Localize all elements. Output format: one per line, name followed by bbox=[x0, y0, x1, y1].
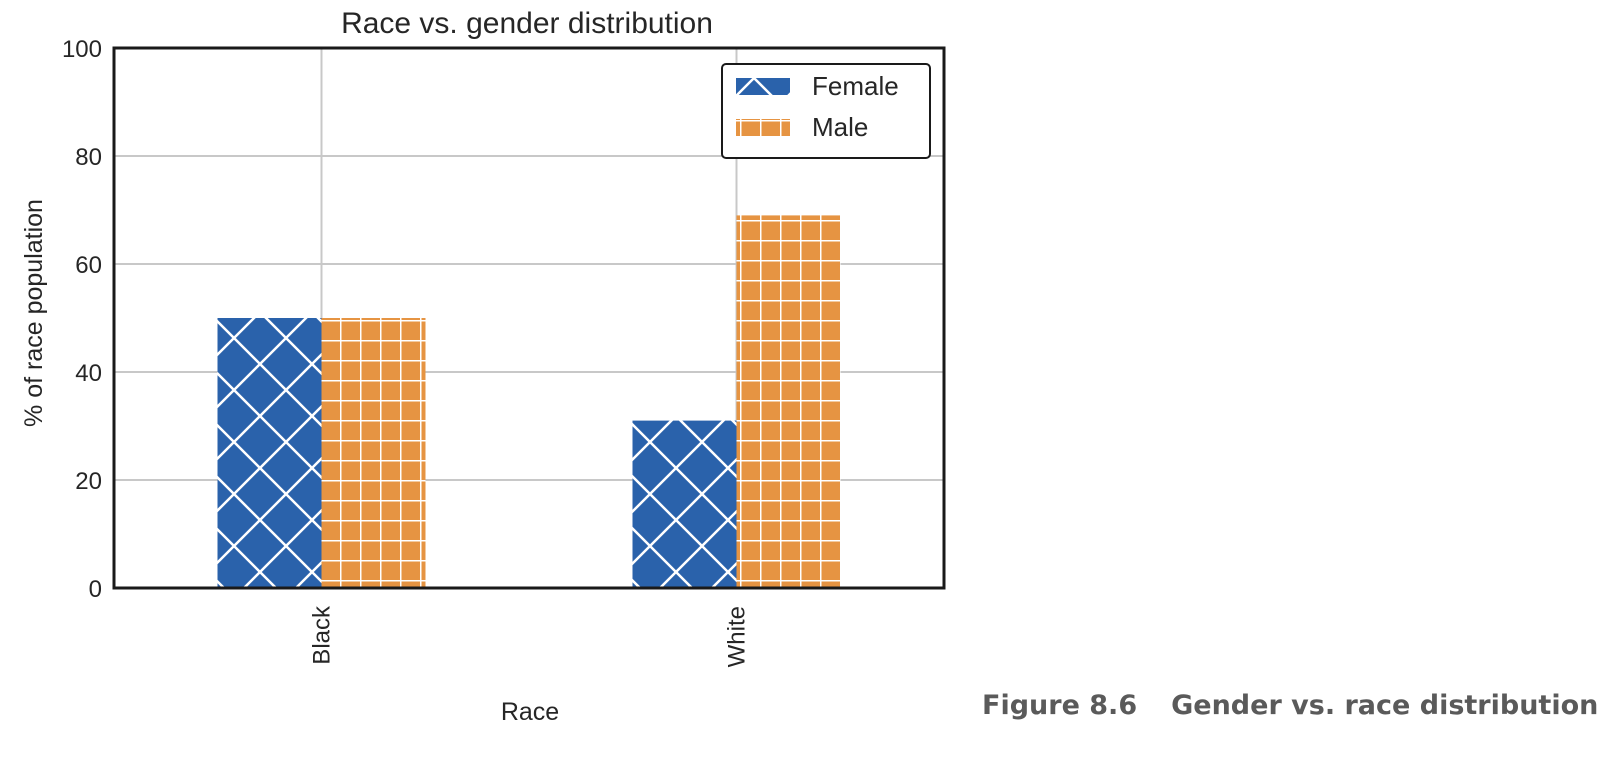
bars bbox=[217, 215, 841, 588]
bar-female-white bbox=[632, 420, 737, 588]
bar-female-black bbox=[217, 318, 322, 588]
x-tick-label: Black bbox=[309, 605, 336, 665]
figure-number: Figure 8.6 bbox=[982, 690, 1138, 721]
legend-label-female: Female bbox=[812, 71, 899, 101]
bar-male-white bbox=[736, 215, 841, 588]
legend-swatch-female bbox=[736, 78, 790, 95]
y-tick-label: 0 bbox=[89, 576, 102, 603]
figure-caption: Figure 8.6 Gender vs. race distribution bbox=[982, 690, 1598, 721]
y-tick-label: 40 bbox=[75, 360, 102, 387]
legend: Female Male bbox=[721, 63, 931, 159]
y-tick-label: 60 bbox=[75, 252, 102, 279]
figure-caption-text: Gender vs. race distribution bbox=[1171, 690, 1599, 721]
legend-label-male: Male bbox=[812, 112, 868, 142]
y-tick-label: 100 bbox=[62, 36, 102, 63]
y-tick-label: 20 bbox=[75, 468, 102, 495]
bar-male-black bbox=[321, 318, 426, 588]
axes: 0 20 40 60 80 100 Black White bbox=[62, 36, 946, 667]
x-axis-label: Race bbox=[501, 698, 559, 726]
chart-title: Race vs. gender distribution bbox=[341, 7, 713, 40]
x-tick-label: White bbox=[724, 606, 751, 667]
y-axis-label: % of race population bbox=[20, 199, 48, 427]
legend-swatch-male bbox=[736, 119, 790, 136]
y-tick-label: 80 bbox=[75, 144, 102, 171]
plot-frame bbox=[112, 46, 946, 590]
